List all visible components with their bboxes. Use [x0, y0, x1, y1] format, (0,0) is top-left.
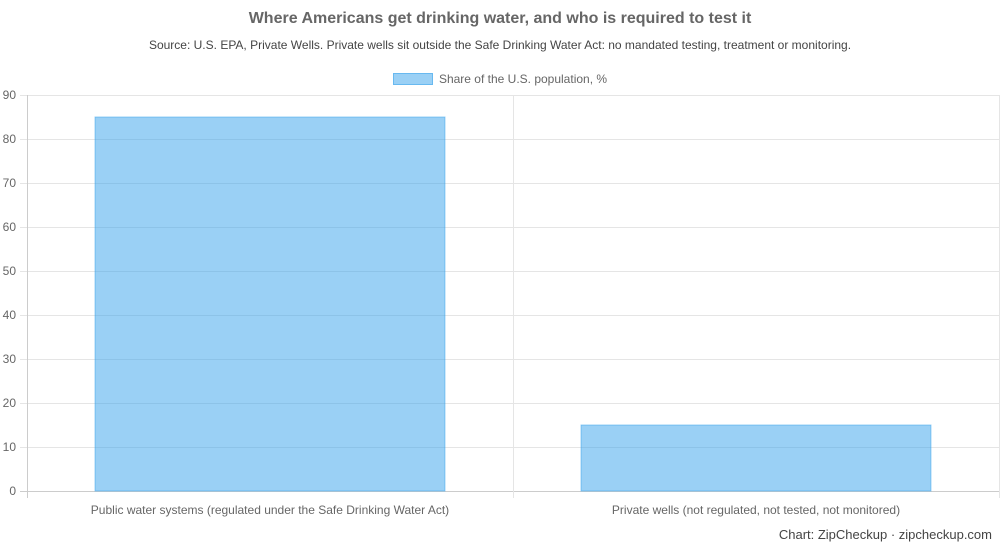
chart-credit: Chart: ZipCheckup · zipcheckup.com	[778, 527, 992, 542]
legend-label: Share of the U.S. population, %	[438, 72, 608, 86]
chart-subtitle: Source: U.S. EPA, Private Wells. Private…	[148, 38, 852, 52]
y-tick-label: 20	[3, 396, 17, 410]
y-tick-label: 40	[3, 308, 17, 322]
y-tick-label: 50	[3, 264, 17, 278]
y-tick-label: 80	[3, 132, 17, 146]
y-tick-label: 90	[3, 88, 17, 102]
x-tick-label: Private wells (not regulated, not tested…	[612, 503, 900, 517]
y-tick-label: 0	[9, 484, 16, 498]
chart-title: Where Americans get drinking water, and …	[248, 10, 752, 27]
x-tick-label: Public water systems (regulated under th…	[91, 503, 449, 517]
y-tick-label: 70	[3, 176, 17, 190]
bar	[94, 116, 446, 492]
legend-swatch	[392, 73, 433, 85]
y-tick-label: 60	[3, 220, 17, 234]
bar	[580, 424, 932, 492]
y-tick-label: 10	[3, 440, 17, 454]
legend[interactable]: Share of the U.S. population, %	[0, 72, 1000, 86]
y-tick-label: 30	[3, 352, 17, 366]
